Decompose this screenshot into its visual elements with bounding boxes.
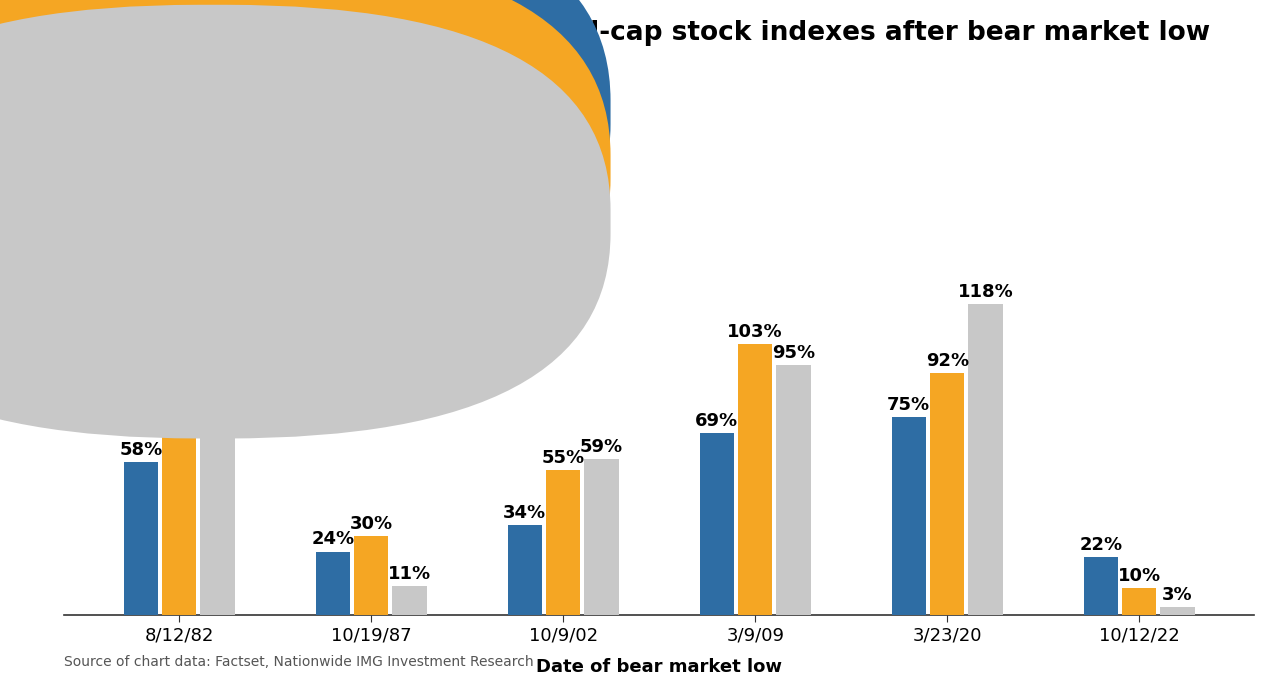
Bar (393, 586, 428, 615)
Text: 69%: 69% (695, 412, 739, 430)
Text: 3%: 3% (1162, 585, 1193, 604)
Text: 95%: 95% (772, 344, 815, 361)
Text: 12-month return of large- and small-cap stock indexes after bear market low: 12-month return of large- and small-cap … (64, 20, 1210, 46)
Bar (1084, 557, 1119, 615)
Text: Russell 2000*: Russell 2000* (233, 213, 356, 231)
Bar (777, 365, 812, 615)
Bar (124, 462, 159, 615)
Text: 94%: 94% (196, 346, 239, 364)
Bar (585, 460, 620, 615)
Bar (316, 552, 351, 615)
Text: 30%: 30% (349, 514, 393, 533)
Text: 80%: 80% (157, 383, 201, 401)
Bar (163, 404, 197, 615)
Bar (739, 344, 773, 615)
Text: 10%: 10% (1117, 568, 1161, 585)
Bar (355, 535, 389, 615)
Text: 55%: 55% (541, 449, 585, 467)
Bar (969, 304, 1004, 615)
Text: S&P 500 Equal Weight: S&P 500 Equal Weight (233, 158, 434, 176)
Bar (892, 417, 927, 615)
Text: 118%: 118% (957, 283, 1014, 301)
Text: 24%: 24% (311, 531, 355, 548)
Bar (201, 367, 236, 615)
Text: 59%: 59% (580, 438, 623, 456)
Text: 58%: 58% (119, 441, 163, 459)
Text: 22%: 22% (1079, 535, 1123, 554)
Bar (700, 433, 735, 615)
Text: 75%: 75% (887, 396, 931, 414)
Bar (1121, 588, 1157, 615)
Bar (931, 373, 965, 615)
Text: S&P 500*: S&P 500* (233, 104, 317, 122)
Bar (1161, 607, 1196, 615)
Text: 92%: 92% (925, 352, 969, 370)
Text: 103%: 103% (727, 322, 783, 341)
Bar (508, 525, 543, 615)
Text: Source of chart data: Factset, Nationwide IMG Investment Research: Source of chart data: Factset, Nationwid… (64, 656, 534, 669)
Bar (547, 470, 581, 615)
Text: 34%: 34% (503, 504, 547, 522)
Text: 11%: 11% (388, 565, 431, 583)
X-axis label: Date of bear market low: Date of bear market low (536, 658, 782, 676)
